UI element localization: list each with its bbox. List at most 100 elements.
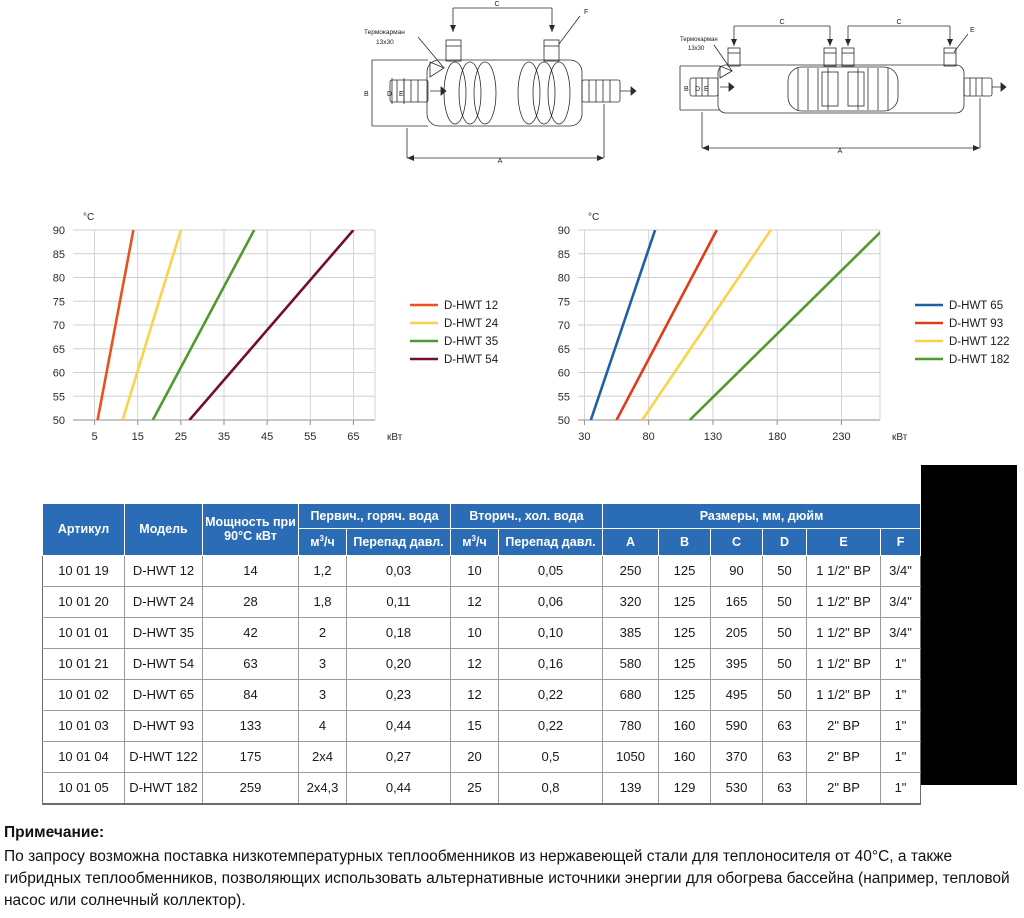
col-group-secondary-cold: Вторич., хол. вода	[450, 502, 604, 530]
col-power: Мощность при 90°C кВт	[202, 503, 299, 556]
cell-article: 10 01 02	[42, 678, 125, 711]
cell-model: D-HWT 65	[124, 678, 203, 711]
cell-dim-e: 2" ВР	[806, 709, 882, 742]
col-model: Модель	[124, 503, 203, 556]
cell-dim-f: 1"	[880, 740, 922, 773]
cell-article: 10 01 04	[42, 740, 125, 773]
x-tick-label: 65	[347, 431, 359, 443]
cell-dim-c: 495	[710, 678, 764, 711]
y-axis-unit-label: °C	[588, 212, 599, 223]
thermowell-size-label: 13x30	[376, 39, 394, 46]
cell-model: D-HWT 35	[124, 616, 203, 649]
specifications-table: Артикул Модель Мощность при 90°C кВт Пер…	[42, 502, 922, 805]
col-group-dimensions: Размеры, мм, дюйм	[602, 502, 922, 530]
y-tick-label: 75	[53, 296, 65, 308]
cell-primary-drop: 0,23	[345, 678, 452, 711]
cell-dim-d: 63	[762, 771, 808, 805]
cell-model: D-HWT 12	[124, 554, 203, 587]
cell-primary-flow: 3	[298, 678, 347, 711]
cell-power: 259	[202, 771, 299, 805]
cell-dim-d: 63	[762, 740, 808, 773]
cell-dim-a: 320	[602, 585, 660, 618]
cell-secondary-flow: 15	[450, 709, 500, 742]
table-row: 10 01 03 D-HWT 93 133 4 0,44 15 0,22 780 160 590 6…	[42, 709, 922, 742]
y-tick-label: 65	[558, 344, 570, 356]
series-line	[96, 230, 135, 420]
y-tick-label: 50	[558, 415, 570, 427]
series-line	[188, 230, 355, 420]
cell-secondary-drop: 0,06	[498, 585, 604, 618]
unit-per-hour: /ч	[476, 535, 487, 550]
x-tick-label: 45	[261, 431, 273, 443]
cell-secondary-drop: 0,22	[498, 678, 604, 711]
technical-drawings: C F B D E A Термокарман 13x30	[0, 0, 1024, 185]
cell-model: D-HWT 93	[124, 709, 203, 742]
cell-power: 63	[202, 647, 299, 680]
chart-power-curves-large-models: 50 55 60 65 70 75 80 85 90 30 80 130 180 230 °C кВт D-HW…	[530, 200, 1024, 450]
x-tick-label: 80	[643, 431, 655, 443]
col-power-line1: Мощность при	[205, 515, 296, 530]
table-row: 10 01 21 D-HWT 54 63 3 0,20 12 0,16 580 125 395 50…	[42, 647, 922, 680]
dim-d-label: D	[695, 86, 700, 93]
cell-dim-c: 395	[710, 647, 764, 680]
cell-primary-flow: 2x4	[298, 740, 347, 773]
cell-dim-f: 3/4"	[880, 554, 922, 587]
drawing-single-coil-heat-exchanger: C F B D E A Термокарман 13x30	[352, 0, 652, 180]
cell-dim-f: 1"	[880, 647, 922, 680]
cell-dim-e: 2" ВР	[806, 771, 882, 805]
cell-primary-drop: 0,20	[345, 647, 452, 680]
x-tick-label: 30	[578, 431, 590, 443]
dim-e-label: E	[399, 91, 404, 98]
y-tick-label: 55	[53, 391, 65, 403]
cell-secondary-flow: 12	[450, 585, 500, 618]
y-tick-label: 90	[53, 225, 65, 237]
cell-dim-b: 160	[658, 740, 712, 773]
cell-dim-f: 1"	[880, 709, 922, 742]
cell-model: D-HWT 24	[124, 585, 203, 618]
table-row: 10 01 04 D-HWT 122 175 2x4 0,27 20 0,5 1050 160 3…	[42, 740, 922, 773]
unit-m: м	[462, 535, 472, 550]
cell-dim-a: 1050	[602, 740, 660, 773]
cell-article: 10 01 03	[42, 709, 125, 742]
col-secondary-pressure-drop: Перепад давл.	[498, 528, 604, 556]
cell-primary-flow: 4	[298, 709, 347, 742]
y-tick-label: 75	[558, 296, 570, 308]
cell-secondary-flow: 12	[450, 678, 500, 711]
thermowell-label: Термокарман	[364, 29, 405, 36]
table-row: 10 01 01 D-HWT 35 42 2 0,18 10 0,10 385 125 205 50…	[42, 616, 922, 649]
cell-dim-c: 590	[710, 709, 764, 742]
cell-dim-b: 129	[658, 771, 712, 805]
cell-model: D-HWT 182	[124, 771, 203, 805]
cell-article: 10 01 21	[42, 647, 125, 680]
table-header-row-1: Артикул Модель Мощность при 90°C кВт Пер…	[42, 502, 922, 556]
cell-power: 84	[202, 678, 299, 711]
cell-primary-drop: 0,18	[345, 616, 452, 649]
cell-dim-d: 63	[762, 709, 808, 742]
cell-article: 10 01 05	[42, 771, 125, 805]
series-line	[151, 230, 256, 420]
cell-dim-a: 385	[602, 616, 660, 649]
legend-label: D-HWT 24	[444, 318, 499, 330]
cell-power: 133	[202, 709, 299, 742]
col-dim-f: F	[880, 528, 922, 556]
x-axis-unit-label: кВт	[892, 432, 908, 443]
cell-primary-drop: 0,03	[345, 554, 452, 587]
y-tick-label: 65	[53, 344, 65, 356]
y-tick-label: 90	[558, 225, 570, 237]
table-row: 10 01 02 D-HWT 65 84 3 0,23 12 0,22 680 125 495 50…	[42, 678, 922, 711]
note-body: По запросу возможна поставка низкотемпер…	[4, 848, 1010, 909]
cell-dim-b: 160	[658, 709, 712, 742]
cell-secondary-drop: 0,16	[498, 647, 604, 680]
cell-dim-d: 50	[762, 585, 808, 618]
cell-dim-d: 50	[762, 647, 808, 680]
cell-dim-a: 680	[602, 678, 660, 711]
cell-dim-c: 205	[710, 616, 764, 649]
legend-label: D-HWT 65	[949, 300, 1003, 312]
x-tick-label: 130	[704, 431, 722, 443]
cell-dim-a: 780	[602, 709, 660, 742]
cell-dim-a: 580	[602, 647, 660, 680]
series-line	[688, 230, 880, 420]
dim-c1-label: C	[779, 19, 784, 26]
cell-primary-flow: 2x4,3	[298, 771, 347, 805]
cell-dim-c: 165	[710, 585, 764, 618]
